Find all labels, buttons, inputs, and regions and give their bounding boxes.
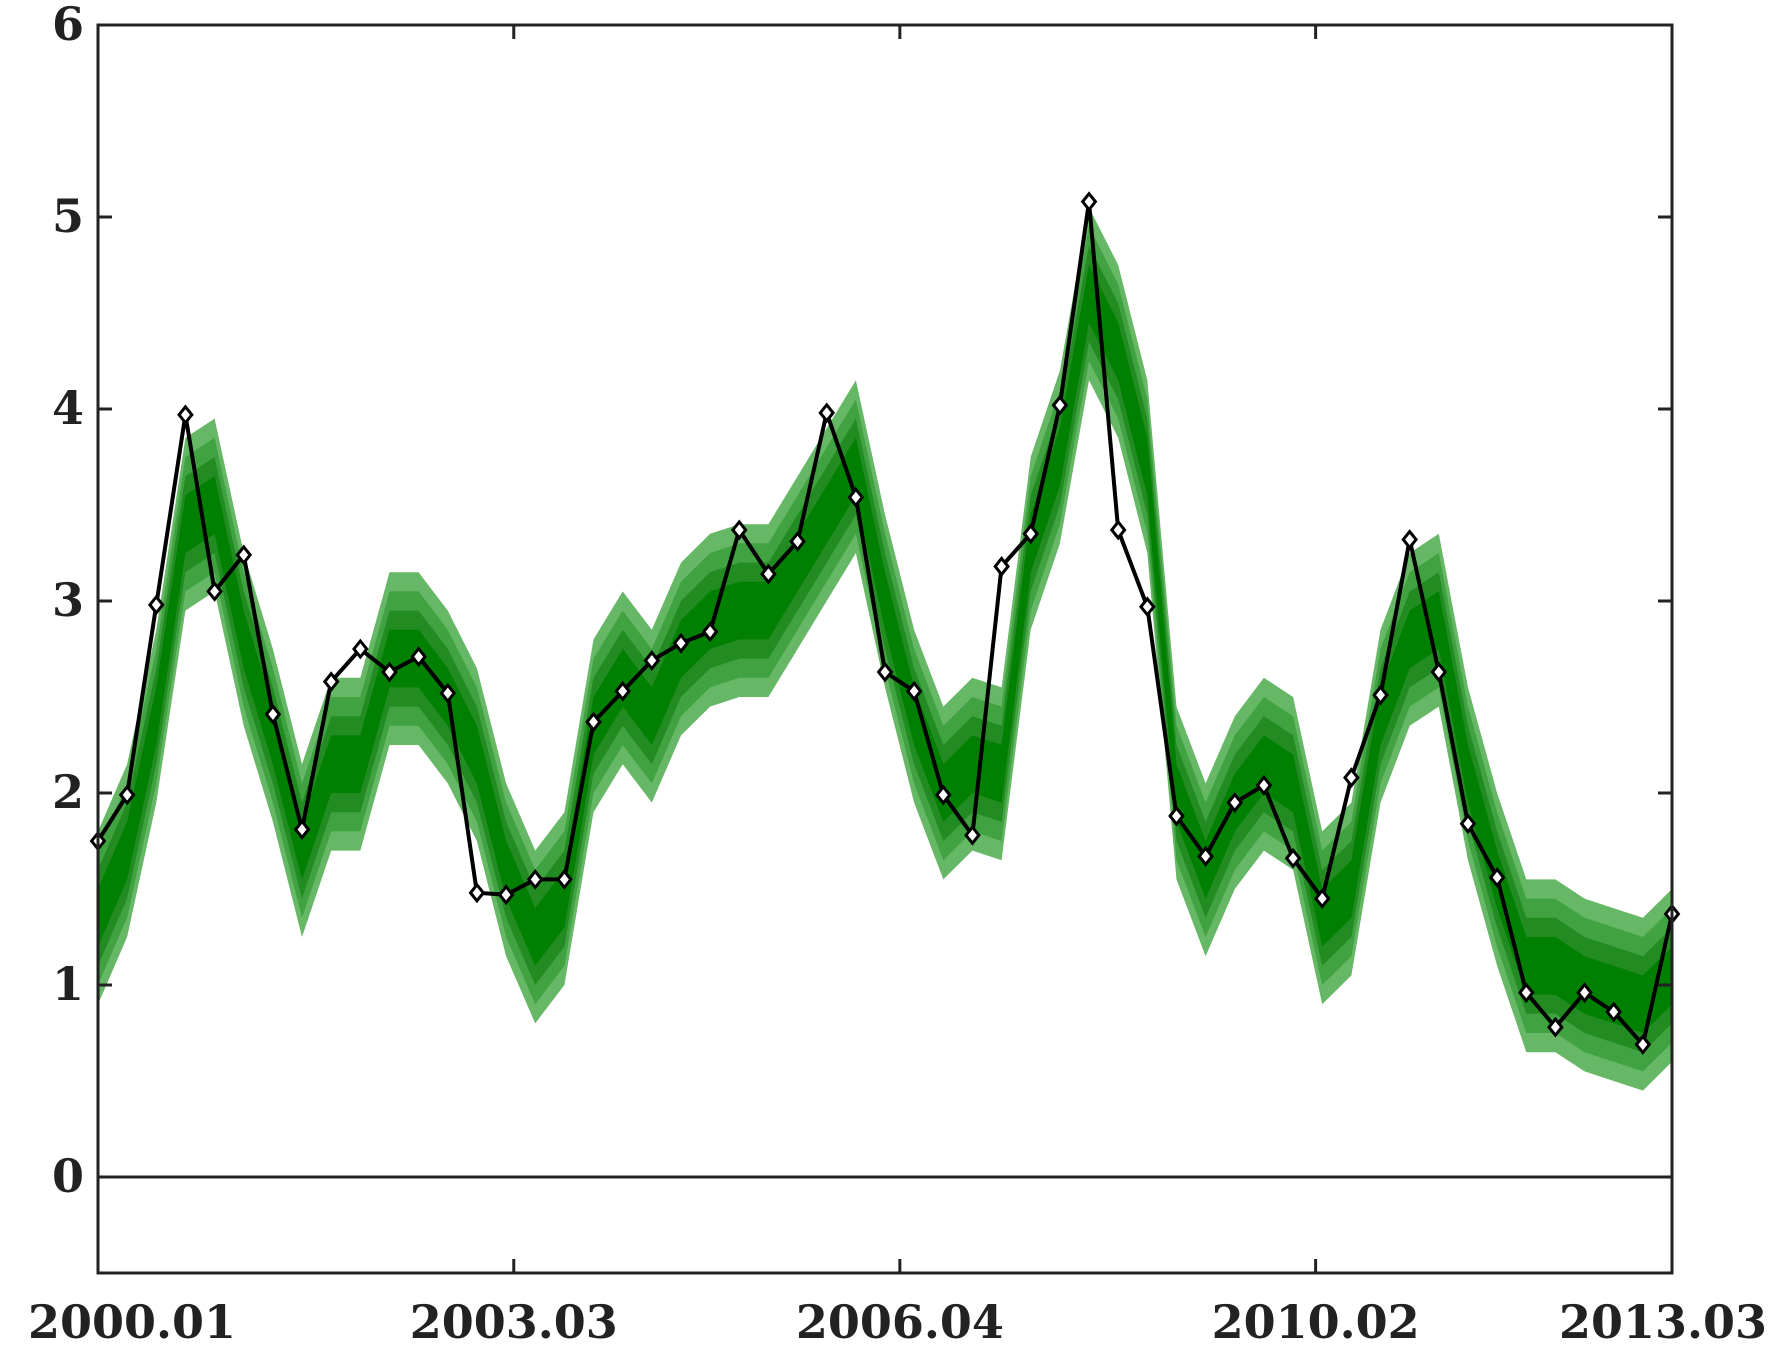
- data-point: [993, 556, 1010, 577]
- band-layer-4: [98, 265, 1672, 1033]
- data-point: [1168, 805, 1185, 827]
- data-point: [1488, 867, 1506, 888]
- data-point: [381, 661, 398, 683]
- data-point: [1547, 1016, 1564, 1038]
- data-point: [468, 882, 486, 904]
- data-point: [789, 531, 806, 552]
- y-tick-label: 1: [52, 957, 84, 1011]
- data-point: [235, 544, 253, 566]
- data-point: [1197, 845, 1214, 867]
- confidence-band: [98, 207, 1672, 1091]
- band-layer-3: [98, 245, 1672, 1053]
- y-tick-label: 4: [52, 381, 84, 435]
- data-point: [905, 680, 923, 702]
- data-point: [1226, 792, 1244, 814]
- x-tick-label: 2010.02: [1212, 1295, 1420, 1347]
- y-tick-label: 0: [52, 1149, 84, 1203]
- data-point: [730, 519, 748, 541]
- data-point: [206, 580, 223, 602]
- data-point: [556, 868, 573, 890]
- data-point: [177, 404, 194, 426]
- plot-frame: [96, 23, 1674, 1275]
- data-point: [439, 682, 457, 704]
- data-point: [526, 868, 544, 890]
- y-tick-label: 6: [52, 0, 84, 51]
- data-point: [1576, 982, 1593, 1004]
- data-point: [1284, 847, 1302, 869]
- data-point: [264, 703, 282, 725]
- data-point: [147, 594, 165, 616]
- data-point: [1605, 1001, 1623, 1023]
- data-point: [1372, 684, 1389, 706]
- data-point: [643, 650, 661, 671]
- data-point: [1430, 661, 1448, 683]
- data-series: [89, 191, 1681, 1055]
- y-tick-label: 2: [52, 765, 84, 819]
- x-tick-label: 2003.03: [410, 1295, 618, 1347]
- x-tick-label: 2000.01: [28, 1295, 236, 1347]
- data-point: [1401, 529, 1418, 550]
- data-point: [934, 784, 952, 806]
- data-point: [964, 824, 981, 846]
- data-point: [1343, 767, 1360, 789]
- data-point: [497, 884, 515, 906]
- data-point: [876, 661, 894, 683]
- data-point: [1634, 1034, 1652, 1055]
- x-tick-label: 2006.04: [796, 1295, 1004, 1347]
- y-tick-label: 5: [52, 189, 84, 243]
- data-point: [1255, 774, 1273, 796]
- data-point: [1459, 813, 1477, 835]
- data-point: [760, 563, 777, 585]
- data-point: [1051, 394, 1069, 416]
- x-tick-label: 2013.03: [1559, 1295, 1767, 1347]
- data-point: [293, 819, 311, 840]
- data-point: [1080, 191, 1098, 213]
- data-point: [118, 784, 136, 806]
- axis-ticks: 0 1 2 3 4 5 6 2000.01 2003.03 2006.04 2010.02 2013.…: [28, 0, 1767, 1347]
- data-point: [672, 632, 690, 654]
- data-point: [352, 638, 369, 660]
- data-point: [1022, 523, 1040, 545]
- data-point: [818, 402, 836, 424]
- data-point: [847, 486, 865, 508]
- data-point: [585, 711, 602, 733]
- data-point: [614, 680, 631, 702]
- data-point: [322, 671, 340, 693]
- data-point: [1313, 888, 1331, 910]
- y-tick-label: 3: [52, 573, 84, 627]
- data-point: [410, 646, 427, 668]
- data-point: [1109, 519, 1127, 541]
- data-point: [701, 621, 719, 643]
- data-point: [1517, 982, 1535, 1004]
- data-point: [1139, 596, 1156, 618]
